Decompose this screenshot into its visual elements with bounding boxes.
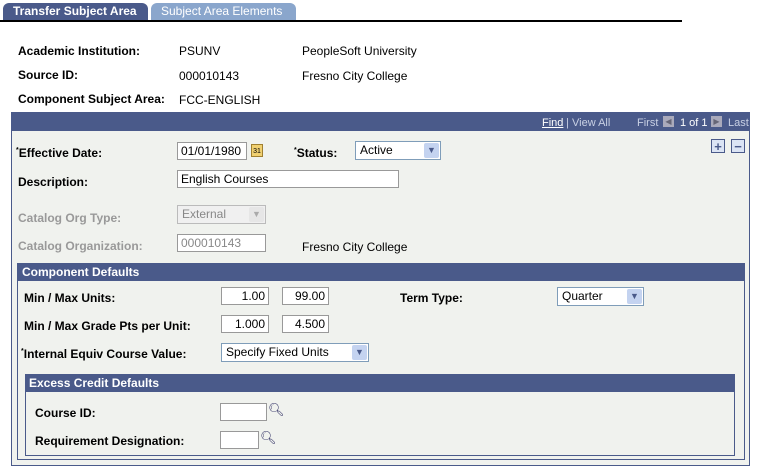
catalog-org-name: Fresno City College [302,240,408,254]
delete-row-icon[interactable]: − [731,139,745,153]
row-count: 1 of 1 [680,117,708,129]
previous-icon[interactable]: ◀ [663,116,674,127]
internal-equiv-label: *Internal Equiv Course Value: [21,347,187,361]
course-id-input[interactable] [220,403,267,421]
catalog-org-input [177,234,266,252]
search-icon[interactable]: 🔍︎ [260,430,277,445]
requirement-designation-input[interactable] [220,431,259,449]
min-max-units-label: Min / Max Units: [24,291,116,305]
first-link[interactable]: First [637,117,659,129]
calendar-icon[interactable]: 31 [251,144,263,157]
requirement-designation-label: Requirement Designation: [35,434,185,448]
course-id-label: Course ID: [35,406,96,420]
source-label: Source ID: [18,68,79,82]
add-row-icon[interactable]: + [711,139,725,153]
find-link[interactable]: Find [542,117,564,129]
source-id: 000010143 [179,69,240,83]
description-label: Description: [18,175,89,189]
component-defaults-header: Component Defaults [18,264,744,281]
max-grade-input[interactable] [282,315,329,333]
catalog-org-type-label: Catalog Org Type: [18,211,122,225]
institution-name: PeopleSoft University [302,44,417,58]
min-grade-input[interactable] [221,315,269,333]
max-units-input[interactable] [282,287,329,305]
subject-label: Component Subject Area: [18,92,165,106]
institution-code: PSUNV [179,44,221,58]
internal-equiv-select[interactable]: Specify Fixed Units ▼ [221,343,369,362]
search-icon[interactable]: 🔍︎ [268,402,285,417]
excess-credit-header: Excess Credit Defaults [26,375,734,392]
panel-nav-bar: Find | View All First ◀ 1 of 1 ▶ Last [12,113,749,131]
nav-separator: | [566,117,569,129]
subject-value: FCC-ENGLISH [179,93,261,107]
description-input[interactable] [177,170,399,188]
component-defaults-box [17,263,745,460]
chevron-down-icon: ▼ [627,289,642,304]
chevron-down-icon: ▼ [352,345,367,360]
status-select[interactable]: Active ▼ [355,141,441,160]
next-icon[interactable]: ▶ [711,116,722,127]
view-all-link[interactable]: View All [572,117,611,129]
effective-date-label: *Effective Date: [16,146,103,160]
chevron-down-icon: ▼ [424,143,439,158]
chevron-down-icon: ▼ [249,207,264,222]
tab-underline [0,20,682,22]
tab-subject-area-elements[interactable]: Subject Area Elements [151,3,296,20]
term-type-label: Term Type: [400,291,463,305]
grade-pts-label: Min / Max Grade Pts per Unit: [24,319,191,333]
min-units-input[interactable] [221,287,269,305]
last-link[interactable]: Last [728,117,749,129]
excess-credit-box [25,374,735,456]
catalog-org-label: Catalog Organization: [18,239,143,253]
status-label: *Status: [294,146,338,160]
effective-date-input[interactable] [177,142,247,160]
institution-label: Academic Institution: [18,44,141,58]
term-type-select[interactable]: Quarter ▼ [557,287,644,306]
tab-transfer-subject-area[interactable]: Transfer Subject Area [3,3,148,20]
source-name: Fresno City College [302,69,408,83]
catalog-org-type-select: External ▼ [177,205,266,224]
